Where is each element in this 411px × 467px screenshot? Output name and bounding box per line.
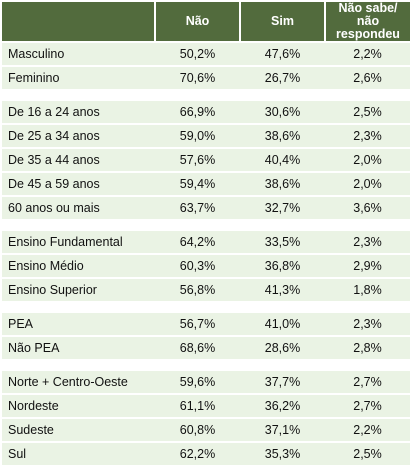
group-spacer-cell bbox=[2, 220, 410, 231]
table-row: Ensino Médio 60,3% 36,8% 2,9% bbox=[2, 254, 410, 279]
table-row: Ensino Fundamental 64,2% 33,5% 2,3% bbox=[2, 231, 410, 255]
row-label: Sul bbox=[2, 442, 155, 467]
cell-nao-sabe: 2,3% bbox=[325, 313, 410, 337]
group-spacer bbox=[2, 90, 410, 101]
cell-sim: 28,6% bbox=[240, 336, 325, 361]
table-body: Masculino 50,2% 47,6% 2,2% Feminino 70,6% 26,7… bbox=[2, 41, 410, 467]
table-row: Sul 62,2% 35,3% 2,5% bbox=[2, 442, 410, 467]
cell-nao: 70,6% bbox=[155, 66, 240, 91]
table-row: Não PEA 68,6% 28,6% 2,8% bbox=[2, 336, 410, 361]
row-label: PEA bbox=[2, 313, 155, 337]
row-label: Feminino bbox=[2, 66, 155, 91]
cell-nao: 59,0% bbox=[155, 124, 240, 149]
row-label: Não PEA bbox=[2, 336, 155, 361]
cell-sim: 36,8% bbox=[240, 254, 325, 279]
cell-nao-sabe: 1,8% bbox=[325, 278, 410, 303]
cell-sim: 41,0% bbox=[240, 313, 325, 337]
table-row: De 35 a 44 anos 57,6% 40,4% 2,0% bbox=[2, 148, 410, 173]
cell-sim: 38,6% bbox=[240, 124, 325, 149]
group-spacer-cell bbox=[2, 302, 410, 313]
cell-nao-sabe: 2,9% bbox=[325, 254, 410, 279]
cell-sim: 33,5% bbox=[240, 231, 325, 255]
row-label: Sudeste bbox=[2, 418, 155, 443]
cell-nao: 62,2% bbox=[155, 442, 240, 467]
cell-nao: 63,7% bbox=[155, 196, 240, 221]
table-row: 60 anos ou mais 63,7% 32,7% 3,6% bbox=[2, 196, 410, 221]
cell-nao-sabe: 2,7% bbox=[325, 371, 410, 395]
cell-nao: 57,6% bbox=[155, 148, 240, 173]
cell-nao-sabe: 2,7% bbox=[325, 394, 410, 419]
row-label: Ensino Fundamental bbox=[2, 231, 155, 255]
cell-nao: 59,4% bbox=[155, 172, 240, 197]
group-spacer bbox=[2, 220, 410, 231]
group-spacer-cell bbox=[2, 90, 410, 101]
cell-nao: 59,6% bbox=[155, 371, 240, 395]
table-header-row: Não Sim Não sabe/ não respondeu bbox=[2, 2, 410, 42]
cell-nao: 66,9% bbox=[155, 101, 240, 125]
cell-nao-sabe: 2,0% bbox=[325, 172, 410, 197]
group-spacer-cell bbox=[2, 360, 410, 371]
cell-nao: 56,8% bbox=[155, 278, 240, 303]
header-nao: Não bbox=[155, 2, 241, 42]
cell-sim: 32,7% bbox=[240, 196, 325, 221]
table-row: Ensino Superior 56,8% 41,3% 1,8% bbox=[2, 278, 410, 303]
group-spacer bbox=[2, 360, 410, 371]
table-row: Nordeste 61,1% 36,2% 2,7% bbox=[2, 394, 410, 419]
cell-sim: 41,3% bbox=[240, 278, 325, 303]
group-spacer bbox=[2, 302, 410, 313]
table-row: De 25 a 34 anos 59,0% 38,6% 2,3% bbox=[2, 124, 410, 149]
cell-nao-sabe: 2,8% bbox=[325, 336, 410, 361]
header-sim: Sim bbox=[240, 2, 326, 42]
cell-sim: 37,1% bbox=[240, 418, 325, 443]
cell-nao: 61,1% bbox=[155, 394, 240, 419]
cell-nao-sabe: 2,3% bbox=[325, 231, 410, 255]
cell-sim: 30,6% bbox=[240, 101, 325, 125]
cell-nao-sabe: 2,2% bbox=[325, 418, 410, 443]
row-label: 60 anos ou mais bbox=[2, 196, 155, 221]
cell-sim: 35,3% bbox=[240, 442, 325, 467]
table-row: Feminino 70,6% 26,7% 2,6% bbox=[2, 66, 410, 91]
row-label: De 25 a 34 anos bbox=[2, 124, 155, 149]
row-label: De 35 a 44 anos bbox=[2, 148, 155, 173]
row-label: De 45 a 59 anos bbox=[2, 172, 155, 197]
cell-sim: 37,7% bbox=[240, 371, 325, 395]
cell-nao: 60,8% bbox=[155, 418, 240, 443]
cell-nao: 50,2% bbox=[155, 41, 240, 67]
cell-nao-sabe: 2,5% bbox=[325, 101, 410, 125]
header-empty-cell bbox=[2, 2, 156, 42]
table-row: PEA 56,7% 41,0% 2,3% bbox=[2, 313, 410, 337]
cell-nao-sabe: 3,6% bbox=[325, 196, 410, 221]
cell-nao: 56,7% bbox=[155, 313, 240, 337]
row-label: Masculino bbox=[2, 41, 155, 67]
table-row: Masculino 50,2% 47,6% 2,2% bbox=[2, 41, 410, 67]
cell-nao-sabe: 2,6% bbox=[325, 66, 410, 91]
row-label: De 16 a 24 anos bbox=[2, 101, 155, 125]
table-row: Norte + Centro-Oeste 59,6% 37,7% 2,7% bbox=[2, 371, 410, 395]
cell-sim: 40,4% bbox=[240, 148, 325, 173]
cell-nao: 68,6% bbox=[155, 336, 240, 361]
cell-nao: 60,3% bbox=[155, 254, 240, 279]
cell-sim: 26,7% bbox=[240, 66, 325, 91]
cell-sim: 47,6% bbox=[240, 41, 325, 67]
row-label: Nordeste bbox=[2, 394, 155, 419]
cell-sim: 36,2% bbox=[240, 394, 325, 419]
cell-nao-sabe: 2,2% bbox=[325, 41, 410, 67]
cell-nao: 64,2% bbox=[155, 231, 240, 255]
row-label: Ensino Médio bbox=[2, 254, 155, 279]
header-nao-sabe: Não sabe/ não respondeu bbox=[325, 2, 410, 42]
table-row: De 45 a 59 anos 59,4% 38,6% 2,0% bbox=[2, 172, 410, 197]
table-row: De 16 a 24 anos 66,9% 30,6% 2,5% bbox=[2, 101, 410, 125]
cell-sim: 38,6% bbox=[240, 172, 325, 197]
table-row: Sudeste 60,8% 37,1% 2,2% bbox=[2, 418, 410, 443]
cell-nao-sabe: 2,0% bbox=[325, 148, 410, 173]
row-label: Norte + Centro-Oeste bbox=[2, 371, 155, 395]
cell-nao-sabe: 2,5% bbox=[325, 442, 410, 467]
cell-nao-sabe: 2,3% bbox=[325, 124, 410, 149]
row-label: Ensino Superior bbox=[2, 278, 155, 303]
